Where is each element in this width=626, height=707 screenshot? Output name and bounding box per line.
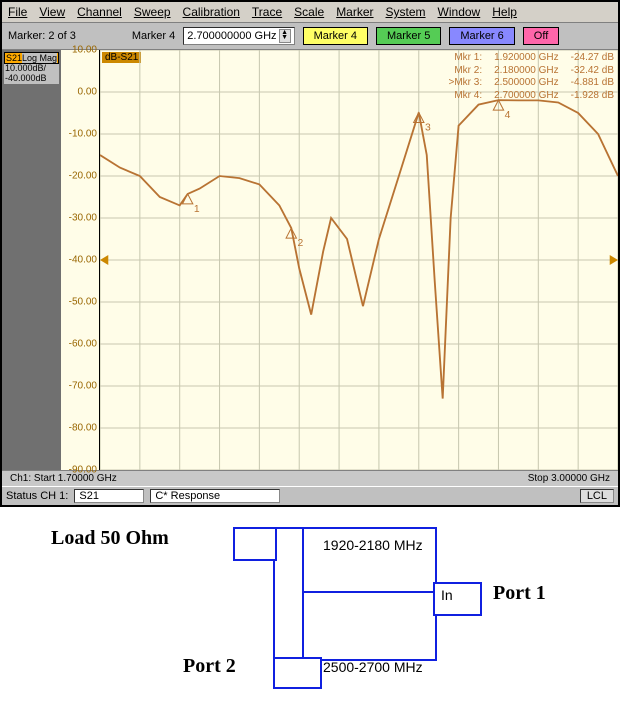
trace-sidebar: S21Log Mag 10.000dB/ -40.000dB — [2, 50, 61, 470]
menu-help[interactable]: Help — [492, 5, 517, 19]
chart-grid[interactable]: dB-S21 1234 Mkr 1:1.920000 GHz-24.27 dBM… — [100, 50, 618, 470]
status-label: Status CH 1: — [6, 490, 68, 502]
plot-area: 10.000.00-10.00-20.00-30.00-40.00-50.00-… — [61, 50, 618, 470]
svg-text:3: 3 — [425, 123, 431, 134]
menu-calibration[interactable]: Calibration — [183, 5, 240, 19]
menu-sweep[interactable]: Sweep — [134, 5, 171, 19]
marker-select-label: Marker 4 — [132, 30, 175, 42]
status-sparam: S21 — [74, 489, 144, 503]
statusbar: Status CH 1: S21 C* Response LCL — [2, 486, 618, 505]
status-response: C* Response — [150, 489, 280, 503]
menu-trace[interactable]: Trace — [252, 5, 282, 19]
svg-text:4: 4 — [505, 110, 511, 121]
marker-off-button[interactable]: Off — [523, 27, 559, 45]
band1-label: 1920-2180 MHz — [323, 537, 423, 553]
vna-window: File View Channel Sweep Calibration Trac… — [0, 0, 620, 507]
menu-window[interactable]: Window — [438, 5, 481, 19]
menu-view[interactable]: View — [39, 5, 65, 19]
marker4-button[interactable]: Marker 4 — [303, 27, 368, 45]
freq-spinner[interactable]: ▲▼ — [279, 29, 291, 43]
band2-label: 2500-2700 MHz — [323, 659, 423, 675]
in-label: In — [441, 587, 453, 603]
main-area: S21Log Mag 10.000dB/ -40.000dB 10.000.00… — [2, 50, 618, 470]
marker-readout: Mkr 1:1.920000 GHz-24.27 dBMkr 2:2.18000… — [449, 52, 615, 102]
svg-text:2: 2 — [297, 238, 303, 249]
menubar: File View Channel Sweep Calibration Trac… — [2, 2, 618, 23]
load-port-box — [233, 527, 277, 561]
menu-scale[interactable]: Scale — [294, 5, 324, 19]
port2-box — [273, 657, 322, 689]
marker-freq-input[interactable]: 2.700000000 GHz ▲▼ — [183, 27, 294, 45]
status-lcl: LCL — [580, 489, 614, 503]
menu-system[interactable]: System — [386, 5, 426, 19]
block-diagram: Load 50 Ohm Port 1 Port 2 1920-2180 MHz … — [33, 527, 593, 687]
marker6-button[interactable]: Marker 6 — [449, 27, 514, 45]
menu-channel[interactable]: Channel — [77, 5, 122, 19]
marker-status: Marker: 2 of 3 — [8, 30, 76, 42]
port2-label: Port 2 — [183, 655, 236, 678]
svg-text:1: 1 — [194, 204, 200, 215]
trace-ref: -40.000dB — [4, 74, 59, 84]
y-axis: 10.000.00-10.00-20.00-30.00-40.00-50.00-… — [61, 50, 100, 470]
load-label: Load 50 Ohm — [51, 527, 169, 550]
marker5-button[interactable]: Marker 5 — [376, 27, 441, 45]
start-freq: Ch1: Start 1.70000 GHz — [10, 473, 117, 484]
port1-label: Port 1 — [493, 582, 546, 605]
menu-marker[interactable]: Marker — [336, 5, 373, 19]
stop-freq: Stop 3.00000 GHz — [528, 473, 610, 484]
menu-file[interactable]: File — [8, 5, 27, 19]
